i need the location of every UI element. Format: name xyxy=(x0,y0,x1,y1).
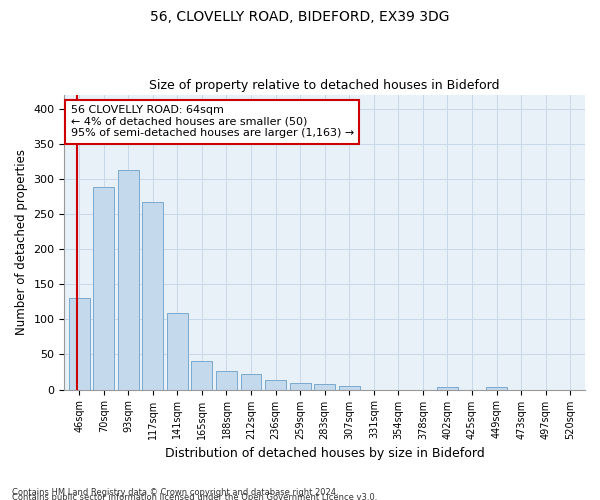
Bar xyxy=(241,374,262,390)
Bar xyxy=(437,387,458,390)
Bar xyxy=(69,298,89,390)
Text: 56, CLOVELLY ROAD, BIDEFORD, EX39 3DG: 56, CLOVELLY ROAD, BIDEFORD, EX39 3DG xyxy=(150,10,450,24)
Bar xyxy=(93,188,114,390)
Bar xyxy=(314,384,335,390)
Bar xyxy=(167,313,188,390)
Bar xyxy=(216,372,237,390)
Text: 56 CLOVELLY ROAD: 64sqm
← 4% of detached houses are smaller (50)
95% of semi-det: 56 CLOVELLY ROAD: 64sqm ← 4% of detached… xyxy=(71,105,354,138)
Bar xyxy=(290,382,311,390)
Bar xyxy=(339,386,359,390)
Bar xyxy=(486,387,507,390)
Y-axis label: Number of detached properties: Number of detached properties xyxy=(15,149,28,335)
Text: Contains public sector information licensed under the Open Government Licence v3: Contains public sector information licen… xyxy=(12,492,377,500)
Bar xyxy=(191,362,212,390)
X-axis label: Distribution of detached houses by size in Bideford: Distribution of detached houses by size … xyxy=(165,447,485,460)
Bar xyxy=(265,380,286,390)
Title: Size of property relative to detached houses in Bideford: Size of property relative to detached ho… xyxy=(149,79,500,92)
Bar xyxy=(118,170,139,390)
Text: Contains HM Land Registry data © Crown copyright and database right 2024.: Contains HM Land Registry data © Crown c… xyxy=(12,488,338,497)
Bar xyxy=(142,202,163,390)
